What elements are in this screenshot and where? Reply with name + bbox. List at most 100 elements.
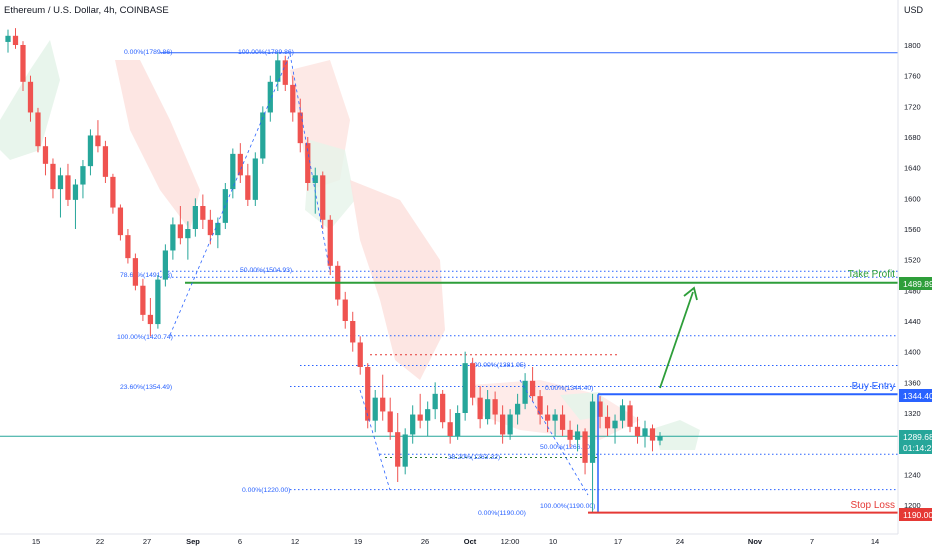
candle-body	[110, 176, 116, 208]
price-tick-label: 1640	[904, 164, 921, 173]
buy-entry-badge: 1344.40	[899, 389, 932, 402]
candle-body	[252, 158, 258, 200]
candle-body	[125, 235, 131, 259]
candle-body	[35, 112, 41, 147]
projection-arrowhead	[683, 286, 698, 301]
candle-body	[544, 414, 551, 421]
time-tick-label: 22	[96, 537, 104, 546]
candle-body	[50, 163, 56, 190]
candle-body	[402, 434, 408, 467]
fib-label: 38.20%(1263.32)	[448, 454, 500, 461]
candle-body	[485, 399, 491, 420]
candle-body	[147, 314, 154, 325]
candle-body	[462, 363, 468, 413]
candle-body	[657, 436, 663, 441]
time-tick-label: 19	[354, 537, 362, 546]
candle-body	[342, 299, 348, 321]
candle-body	[612, 420, 618, 429]
fib-label: 50.00%(1504.93)	[240, 267, 292, 274]
candle-body	[95, 135, 101, 147]
candle-body	[574, 431, 581, 440]
candle-body	[425, 409, 431, 421]
stop-loss-label: Stop Loss	[851, 500, 895, 511]
bar-countdown: 01:14:23	[903, 443, 932, 453]
candle-body	[522, 380, 528, 404]
price-tick-label: 1320	[904, 409, 921, 418]
time-tick-label: 27	[143, 537, 151, 546]
price-tick-label: 1400	[904, 348, 921, 357]
candle-body	[185, 229, 191, 239]
candle-body	[177, 224, 183, 239]
fib-label: 0.00%(1789.86)	[124, 49, 172, 56]
candle-body	[410, 414, 416, 435]
price-tick-label: 1800	[904, 41, 921, 50]
price-tick-label: 1720	[904, 102, 921, 111]
candle-body	[440, 393, 446, 423]
candle-body	[237, 153, 243, 176]
price-tick-label: 1360	[904, 378, 921, 387]
candle-body	[395, 432, 401, 467]
candle-body	[230, 153, 236, 190]
candle-body	[260, 112, 266, 159]
candle-body	[245, 175, 251, 200]
candle-body	[455, 413, 461, 436]
time-tick-label: 10	[549, 537, 557, 546]
candle-body	[477, 397, 483, 420]
candle-body	[207, 219, 213, 236]
candle-body	[140, 285, 146, 315]
take-profit-price: 1489.89	[903, 279, 932, 289]
take-profit-label: Take Profit	[848, 269, 895, 280]
fib-label: 100.00%(1420.74)	[117, 334, 173, 341]
candle-body	[57, 175, 64, 190]
candle-body	[5, 35, 11, 42]
candle-body	[27, 81, 34, 113]
candle-body	[447, 422, 453, 436]
price-axis[interactable]: 1800 1760 1720 1680 1640 1600 1560 1520 1480 1440…	[904, 41, 921, 510]
candle-body	[649, 428, 656, 441]
candle-body	[499, 414, 506, 435]
stop-loss-badge: 1190.00	[899, 508, 932, 521]
cloud-bull-4	[655, 420, 700, 450]
candle-body	[492, 399, 498, 415]
time-axis[interactable]: 15 22 27 Sep 6 12 19 26 Oct 12:00 10 17 24 Nov 7 14	[32, 537, 879, 546]
candle-body	[132, 258, 139, 286]
buy-entry-label: Buy Entry	[852, 381, 895, 392]
fib-label: 100.00%(1789.86)	[238, 49, 294, 56]
cloud-bear-3	[350, 180, 445, 380]
candle-body	[552, 414, 558, 421]
candle-body	[634, 426, 641, 436]
projection-arrow	[659, 291, 694, 389]
current-price: 1289.68	[903, 432, 932, 442]
fib-label: 23.60%(1354.49)	[120, 384, 172, 391]
time-tick-label: 24	[676, 537, 684, 546]
price-tick-label: 1440	[904, 317, 921, 326]
trade-overlay-layer	[169, 53, 898, 514]
candle-body	[20, 45, 26, 82]
symbol-title: Ethereum / U.S. Dollar, 4h, COINBASE	[4, 5, 169, 16]
candle-body	[80, 166, 86, 185]
candle-body	[372, 397, 378, 421]
time-tick-label: 12:00	[501, 537, 520, 546]
time-tick-label: 12	[291, 537, 299, 546]
time-tick-label: 15	[32, 537, 40, 546]
candle-body	[470, 363, 476, 398]
candle-body	[320, 175, 326, 220]
cloud-bull-2	[305, 140, 355, 230]
candle-body	[200, 206, 206, 220]
buy-entry-price: 1344.40	[903, 391, 932, 401]
candle-body	[282, 60, 288, 85]
fib-label: 0.00%(1190.00)	[478, 510, 526, 517]
candle-body	[529, 380, 536, 397]
candle-body	[567, 429, 573, 440]
candle-body	[72, 184, 79, 200]
fib-label: 0.00%(1344.40)	[545, 385, 593, 392]
candle-body	[559, 414, 566, 430]
time-tick-label: 17	[614, 537, 622, 546]
currency-label: USD	[904, 5, 924, 15]
candle-body	[357, 342, 363, 367]
candle-body	[327, 219, 333, 266]
candle-body	[305, 143, 311, 183]
price-tick-label: 1480	[904, 286, 921, 295]
